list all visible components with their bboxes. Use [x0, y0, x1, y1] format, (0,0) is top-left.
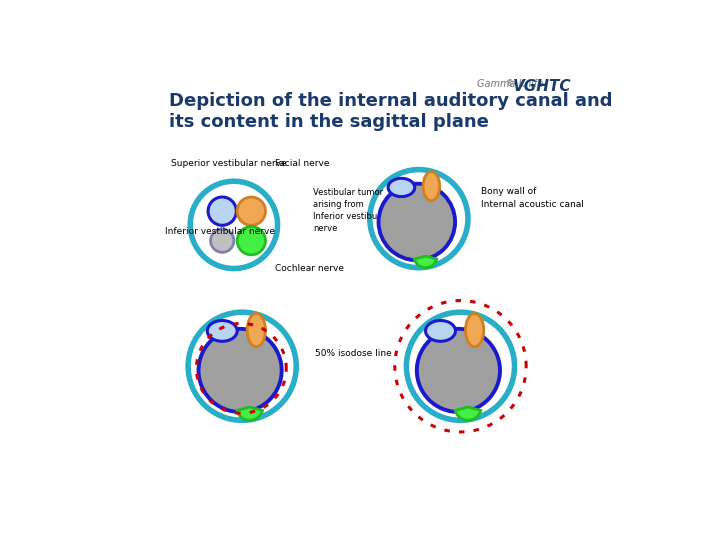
- Text: Internal acoustic canal: Internal acoustic canal: [481, 200, 584, 208]
- Ellipse shape: [423, 172, 440, 201]
- Ellipse shape: [208, 197, 236, 225]
- Circle shape: [379, 184, 455, 260]
- Text: ®: ®: [477, 79, 514, 89]
- Wedge shape: [414, 256, 437, 268]
- Ellipse shape: [207, 321, 237, 341]
- Ellipse shape: [426, 321, 456, 341]
- Text: Depiction of the internal auditory canal and
its content in the sagittal plane: Depiction of the internal auditory canal…: [169, 92, 613, 131]
- Text: Facial nerve: Facial nerve: [276, 159, 330, 168]
- Text: 50% isodose line: 50% isodose line: [315, 349, 392, 358]
- Circle shape: [188, 312, 296, 420]
- Ellipse shape: [237, 227, 266, 255]
- Ellipse shape: [237, 197, 266, 225]
- Text: Cochlear nerve: Cochlear nerve: [276, 265, 344, 273]
- Text: Gamma Knife: Gamma Knife: [477, 79, 544, 89]
- Text: Vestibular tumor
arising from
Inferior vestibular
nerve: Vestibular tumor arising from Inferior v…: [313, 188, 388, 233]
- Ellipse shape: [388, 178, 415, 197]
- Text: Bony wall of: Bony wall of: [481, 187, 536, 196]
- Ellipse shape: [247, 313, 266, 347]
- Text: Superior vestibular nerve: Superior vestibular nerve: [171, 159, 287, 168]
- Circle shape: [199, 329, 282, 412]
- Ellipse shape: [210, 229, 234, 252]
- Ellipse shape: [465, 313, 484, 347]
- Circle shape: [417, 329, 500, 412]
- Circle shape: [190, 181, 277, 268]
- Text: Inferior vestibular nerve: Inferior vestibular nerve: [166, 227, 275, 235]
- Wedge shape: [455, 407, 481, 420]
- Circle shape: [370, 170, 468, 268]
- Wedge shape: [237, 407, 263, 420]
- Circle shape: [406, 312, 515, 420]
- Text: VGHTC: VGHTC: [513, 79, 571, 94]
